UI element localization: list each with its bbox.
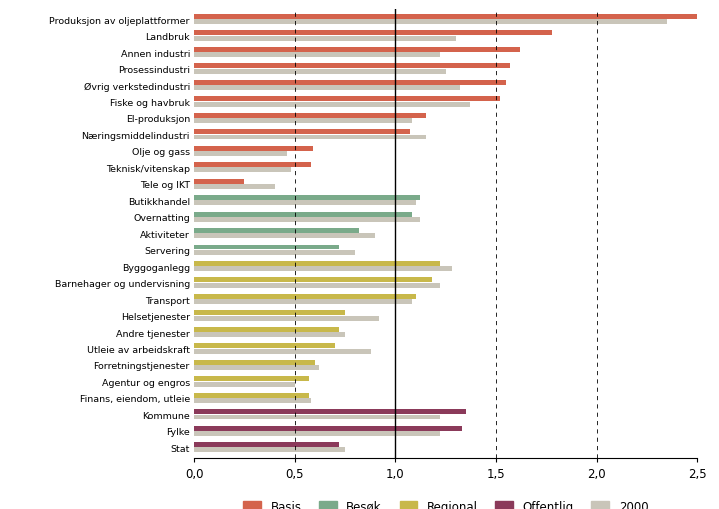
- Bar: [194, 360, 315, 365]
- Bar: [194, 163, 311, 168]
- Bar: [194, 20, 667, 25]
- Bar: [194, 32, 552, 36]
- Bar: [194, 250, 355, 255]
- Bar: [194, 119, 411, 124]
- Bar: [194, 196, 420, 201]
- Bar: [194, 86, 460, 91]
- Bar: [194, 245, 339, 250]
- Bar: [194, 81, 506, 86]
- Bar: [194, 152, 287, 157]
- Bar: [194, 234, 375, 239]
- Bar: [194, 53, 440, 58]
- Bar: [194, 415, 440, 419]
- Bar: [194, 70, 446, 74]
- Bar: [194, 201, 416, 206]
- Bar: [194, 409, 466, 414]
- Bar: [194, 102, 470, 107]
- Bar: [194, 130, 410, 135]
- Bar: [194, 377, 309, 382]
- Bar: [194, 316, 380, 321]
- Bar: [194, 212, 411, 217]
- Bar: [194, 300, 411, 304]
- Bar: [194, 114, 426, 119]
- Bar: [194, 217, 420, 222]
- Bar: [194, 398, 311, 403]
- Bar: [194, 229, 360, 234]
- Bar: [194, 294, 416, 299]
- Bar: [194, 179, 244, 184]
- Bar: [194, 426, 462, 431]
- Bar: [194, 344, 335, 349]
- Bar: [194, 135, 426, 140]
- Bar: [194, 349, 371, 354]
- Bar: [194, 283, 440, 288]
- Bar: [194, 393, 309, 398]
- Bar: [194, 37, 456, 42]
- Bar: [194, 278, 431, 283]
- Bar: [194, 97, 500, 102]
- Bar: [194, 447, 345, 453]
- Bar: [194, 365, 319, 371]
- Bar: [194, 382, 295, 387]
- Legend: Basis, Besøk, Regional, Offentlig, 2000: Basis, Besøk, Regional, Offentlig, 2000: [239, 495, 653, 509]
- Bar: [194, 48, 521, 53]
- Bar: [194, 64, 510, 69]
- Bar: [194, 168, 290, 173]
- Bar: [194, 262, 440, 266]
- Bar: [194, 147, 313, 151]
- Bar: [194, 327, 339, 332]
- Bar: [194, 267, 452, 272]
- Bar: [194, 311, 345, 316]
- Bar: [194, 442, 339, 447]
- Bar: [194, 431, 440, 436]
- Bar: [194, 185, 275, 189]
- Bar: [194, 332, 345, 337]
- Bar: [194, 15, 697, 20]
